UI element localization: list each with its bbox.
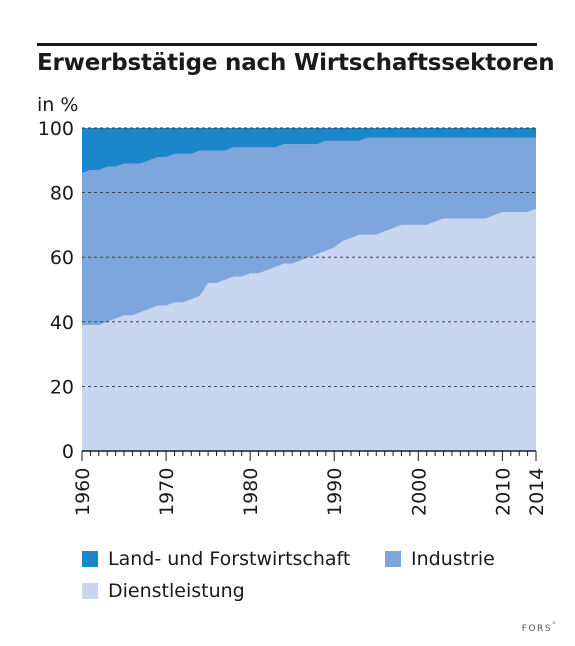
legend-label-land-forstwirtschaft: Land- und Forstwirtschaft	[108, 548, 351, 570]
legend-item-dienstleistung: Dienstleistung	[82, 580, 245, 602]
area-dienstleistung	[82, 208, 536, 451]
y-axis-unit-label: in %	[37, 94, 79, 116]
y-tick-label-40: 40	[50, 312, 74, 334]
x-tick-label-1970: 1970	[156, 468, 178, 516]
y-tick-label-20: 20	[50, 376, 74, 398]
legend-swatch-land-forstwirtschaft	[82, 551, 98, 567]
title-rule	[37, 43, 537, 46]
x-tick-label-1990: 1990	[324, 468, 346, 516]
area-land-und-forstwirtschaft	[82, 128, 536, 174]
y-tick-label-80: 80	[50, 183, 74, 205]
legend-label-industrie: Industrie	[411, 548, 495, 570]
x-tick-label-1960: 1960	[72, 468, 94, 516]
x-tick-label-1980: 1980	[240, 468, 262, 516]
brand-logo: FORS°	[521, 621, 557, 634]
chart-title: Erwerbstätige nach Wirtschaftssektoren	[37, 50, 555, 76]
y-tick-label-100: 100	[38, 118, 74, 140]
legend-swatch-dienstleistung	[82, 583, 98, 599]
legend-label-dienstleistung: Dienstleistung	[108, 580, 245, 602]
y-tick-label-60: 60	[50, 247, 74, 269]
legend-item-industrie: Industrie	[385, 548, 495, 570]
x-tick-label-2000: 2000	[408, 468, 430, 516]
area-industrie	[82, 137, 536, 326]
y-tick-label-0: 0	[62, 441, 74, 463]
legend-item-land-forstwirtschaft: Land- und Forstwirtschaft	[82, 548, 350, 570]
x-tick-label-2014: 2014	[526, 468, 548, 516]
x-tick-label-2010: 2010	[492, 468, 514, 516]
legend-swatch-industrie	[385, 551, 401, 567]
